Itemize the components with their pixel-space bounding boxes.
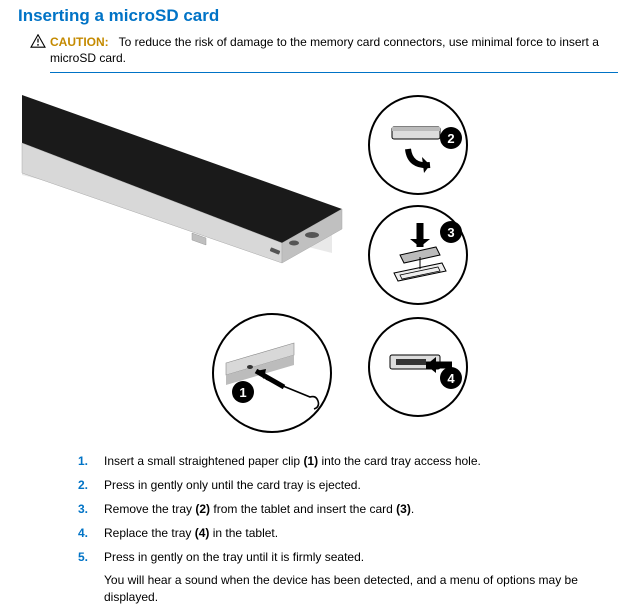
caution-icon bbox=[30, 34, 46, 48]
step-text: Insert a small straightened paper clip (… bbox=[104, 453, 481, 470]
step-text: Press in gently on the tray until it is … bbox=[104, 549, 364, 566]
caution-text: To reduce the risk of damage to the memo… bbox=[50, 35, 599, 65]
section-heading: Inserting a microSD card bbox=[18, 6, 618, 26]
step-number: 4. bbox=[78, 525, 104, 542]
step-number: 5. bbox=[78, 549, 104, 566]
step-item: 1. Insert a small straightened paper cli… bbox=[78, 453, 618, 470]
step-list: 1. Insert a small straightened paper cli… bbox=[78, 453, 618, 565]
step-number: 2. bbox=[78, 477, 104, 494]
diagram: 1 2 3 4 bbox=[32, 83, 492, 439]
final-note: You will hear a sound when the device ha… bbox=[104, 572, 618, 606]
tablet-illustration bbox=[32, 83, 352, 303]
step-text: Remove the tray (2) from the tablet and … bbox=[104, 501, 414, 518]
step-number: 3. bbox=[78, 501, 104, 518]
step-item: 5. Press in gently on the tray until it … bbox=[78, 549, 618, 566]
diagram-circle-1 bbox=[212, 313, 332, 433]
diagram-circle-3 bbox=[368, 205, 468, 305]
step-number: 1. bbox=[78, 453, 104, 470]
step-item: 3. Remove the tray (2) from the tablet a… bbox=[78, 501, 618, 518]
step-item: 4. Replace the tray (4) in the tablet. bbox=[78, 525, 618, 542]
caution-box: CAUTION:To reduce the risk of damage to … bbox=[50, 34, 618, 73]
step-text: Replace the tray (4) in the tablet. bbox=[104, 525, 278, 542]
step-item: 2. Press in gently only until the card t… bbox=[78, 477, 618, 494]
caution-content: CAUTION:To reduce the risk of damage to … bbox=[50, 35, 599, 65]
caution-label: CAUTION: bbox=[50, 35, 109, 49]
step-text: Press in gently only until the card tray… bbox=[104, 477, 361, 494]
